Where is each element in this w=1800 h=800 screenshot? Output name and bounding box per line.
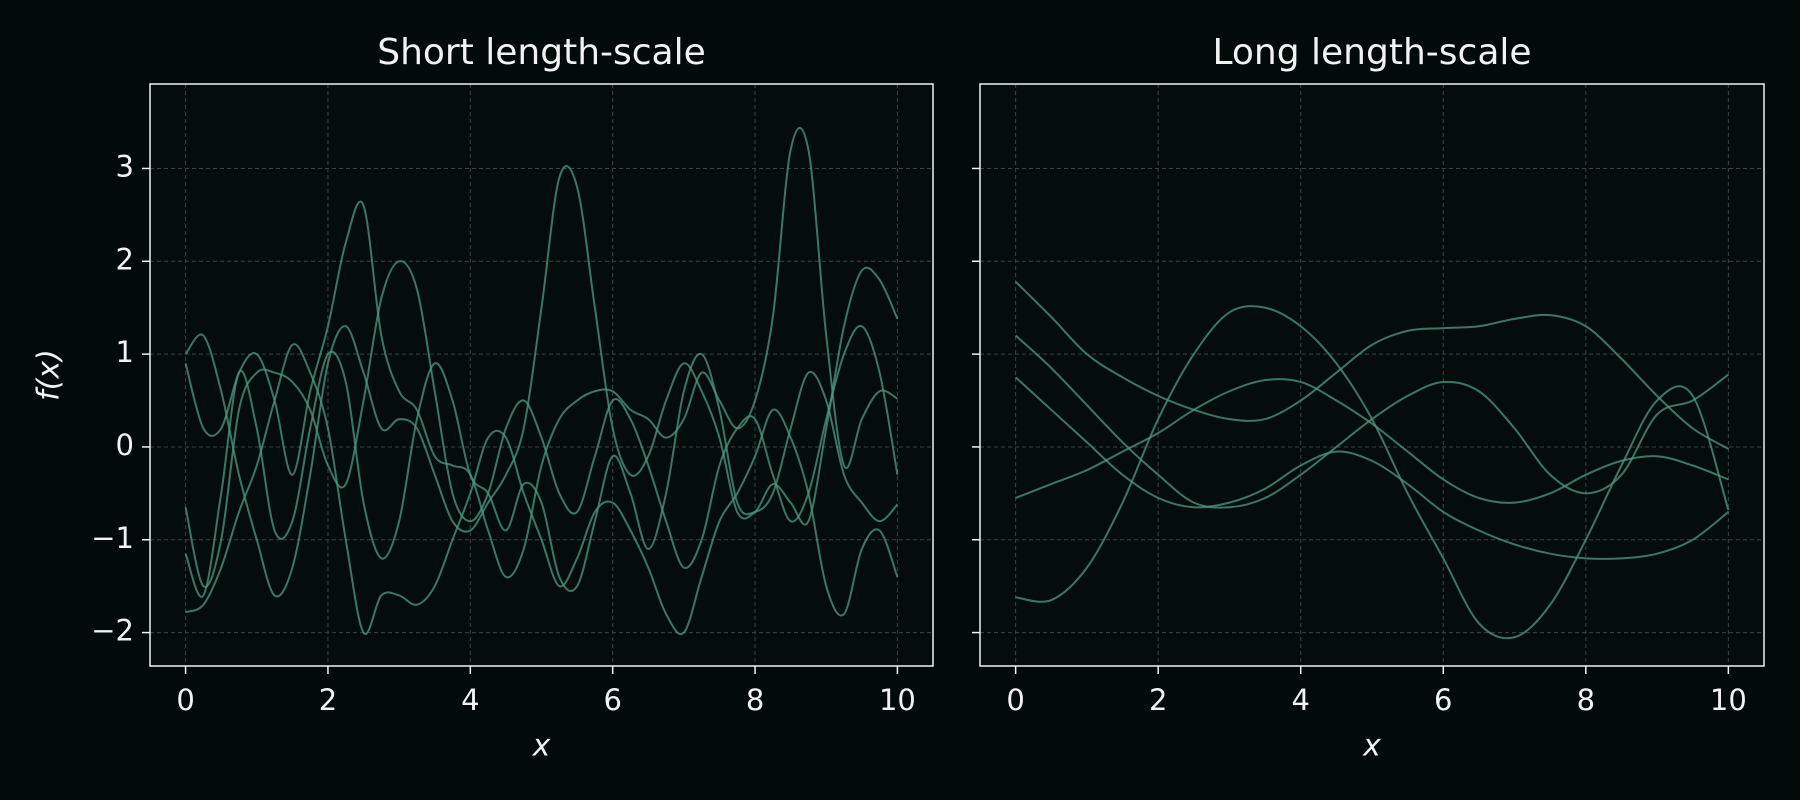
y-axis-label: f(x) — [32, 349, 67, 401]
chart-title: Long length-scale — [1212, 32, 1531, 73]
y-tick-label: −2 — [91, 614, 134, 648]
x-tick-label: 6 — [603, 683, 621, 717]
x-tick-label: 0 — [176, 683, 194, 717]
y-tick-label: 2 — [116, 242, 134, 276]
x-tick-label: 2 — [1149, 683, 1167, 717]
axes-frame — [149, 83, 934, 667]
x-tick-label: 10 — [879, 683, 916, 717]
series-line — [184, 127, 898, 579]
x-tick-label: 6 — [1434, 683, 1452, 717]
x-tick-label: 4 — [1292, 683, 1310, 717]
series-line — [1015, 305, 1730, 640]
series-line — [185, 343, 899, 636]
x-tick-label: 8 — [746, 683, 764, 717]
series-line — [184, 165, 899, 598]
series-line — [184, 260, 899, 588]
chart-title: Short length-scale — [377, 32, 706, 73]
x-tick-label: 4 — [461, 683, 479, 717]
series-line — [1014, 281, 1729, 450]
plot-area — [980, 84, 1764, 666]
y-tick-label: −1 — [91, 521, 134, 555]
x-tick-label: 2 — [319, 683, 337, 717]
x-axis-label: x — [532, 729, 551, 764]
series-line — [184, 350, 899, 598]
y-tick-label: 0 — [116, 428, 134, 462]
x-tick-label: 10 — [1710, 683, 1747, 717]
x-tick-label: 8 — [1577, 683, 1595, 717]
x-axis-label: x — [1362, 729, 1381, 764]
axes-frame — [979, 83, 1765, 667]
y-tick-label: 3 — [116, 149, 134, 183]
series-line — [1014, 376, 1729, 560]
x-tick-label: 0 — [1006, 683, 1024, 717]
series-line — [1015, 378, 1729, 504]
y-tick-label: 1 — [116, 335, 134, 369]
